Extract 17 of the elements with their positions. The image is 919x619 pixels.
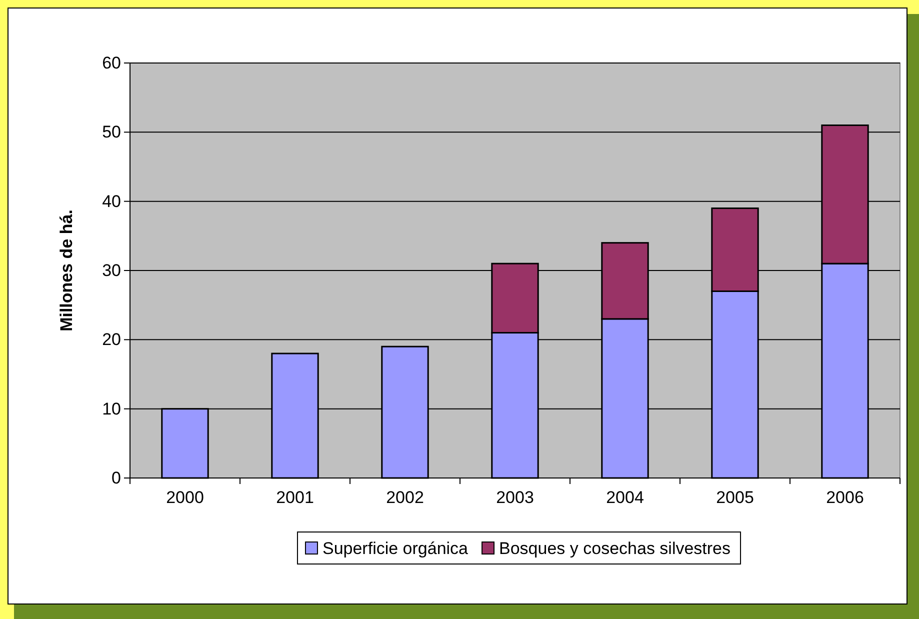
y-tick-label: 50	[102, 122, 121, 142]
y-tick-label: 20	[102, 330, 121, 350]
y-tick-label: 10	[102, 399, 121, 418]
y-tick-label: 30	[102, 260, 121, 280]
x-tick-label: 2001	[276, 488, 314, 508]
legend-label: Superficie orgánica	[322, 539, 469, 558]
y-tick-label: 40	[102, 192, 121, 211]
x-tick-label: 2002	[386, 488, 424, 508]
y-axis-title: Millones de há.	[57, 210, 76, 332]
x-tick-label: 2006	[826, 488, 864, 508]
y-tick-label: 60	[102, 53, 121, 72]
x-tick-label: 2003	[496, 488, 534, 508]
x-tick-label: 2005	[716, 488, 754, 508]
x-tick-label: 2000	[166, 488, 204, 508]
x-tick-label: 2004	[606, 488, 644, 508]
legend-label: Bosques y cosechas silvestres	[499, 539, 731, 558]
y-tick-label: 0	[112, 468, 121, 488]
